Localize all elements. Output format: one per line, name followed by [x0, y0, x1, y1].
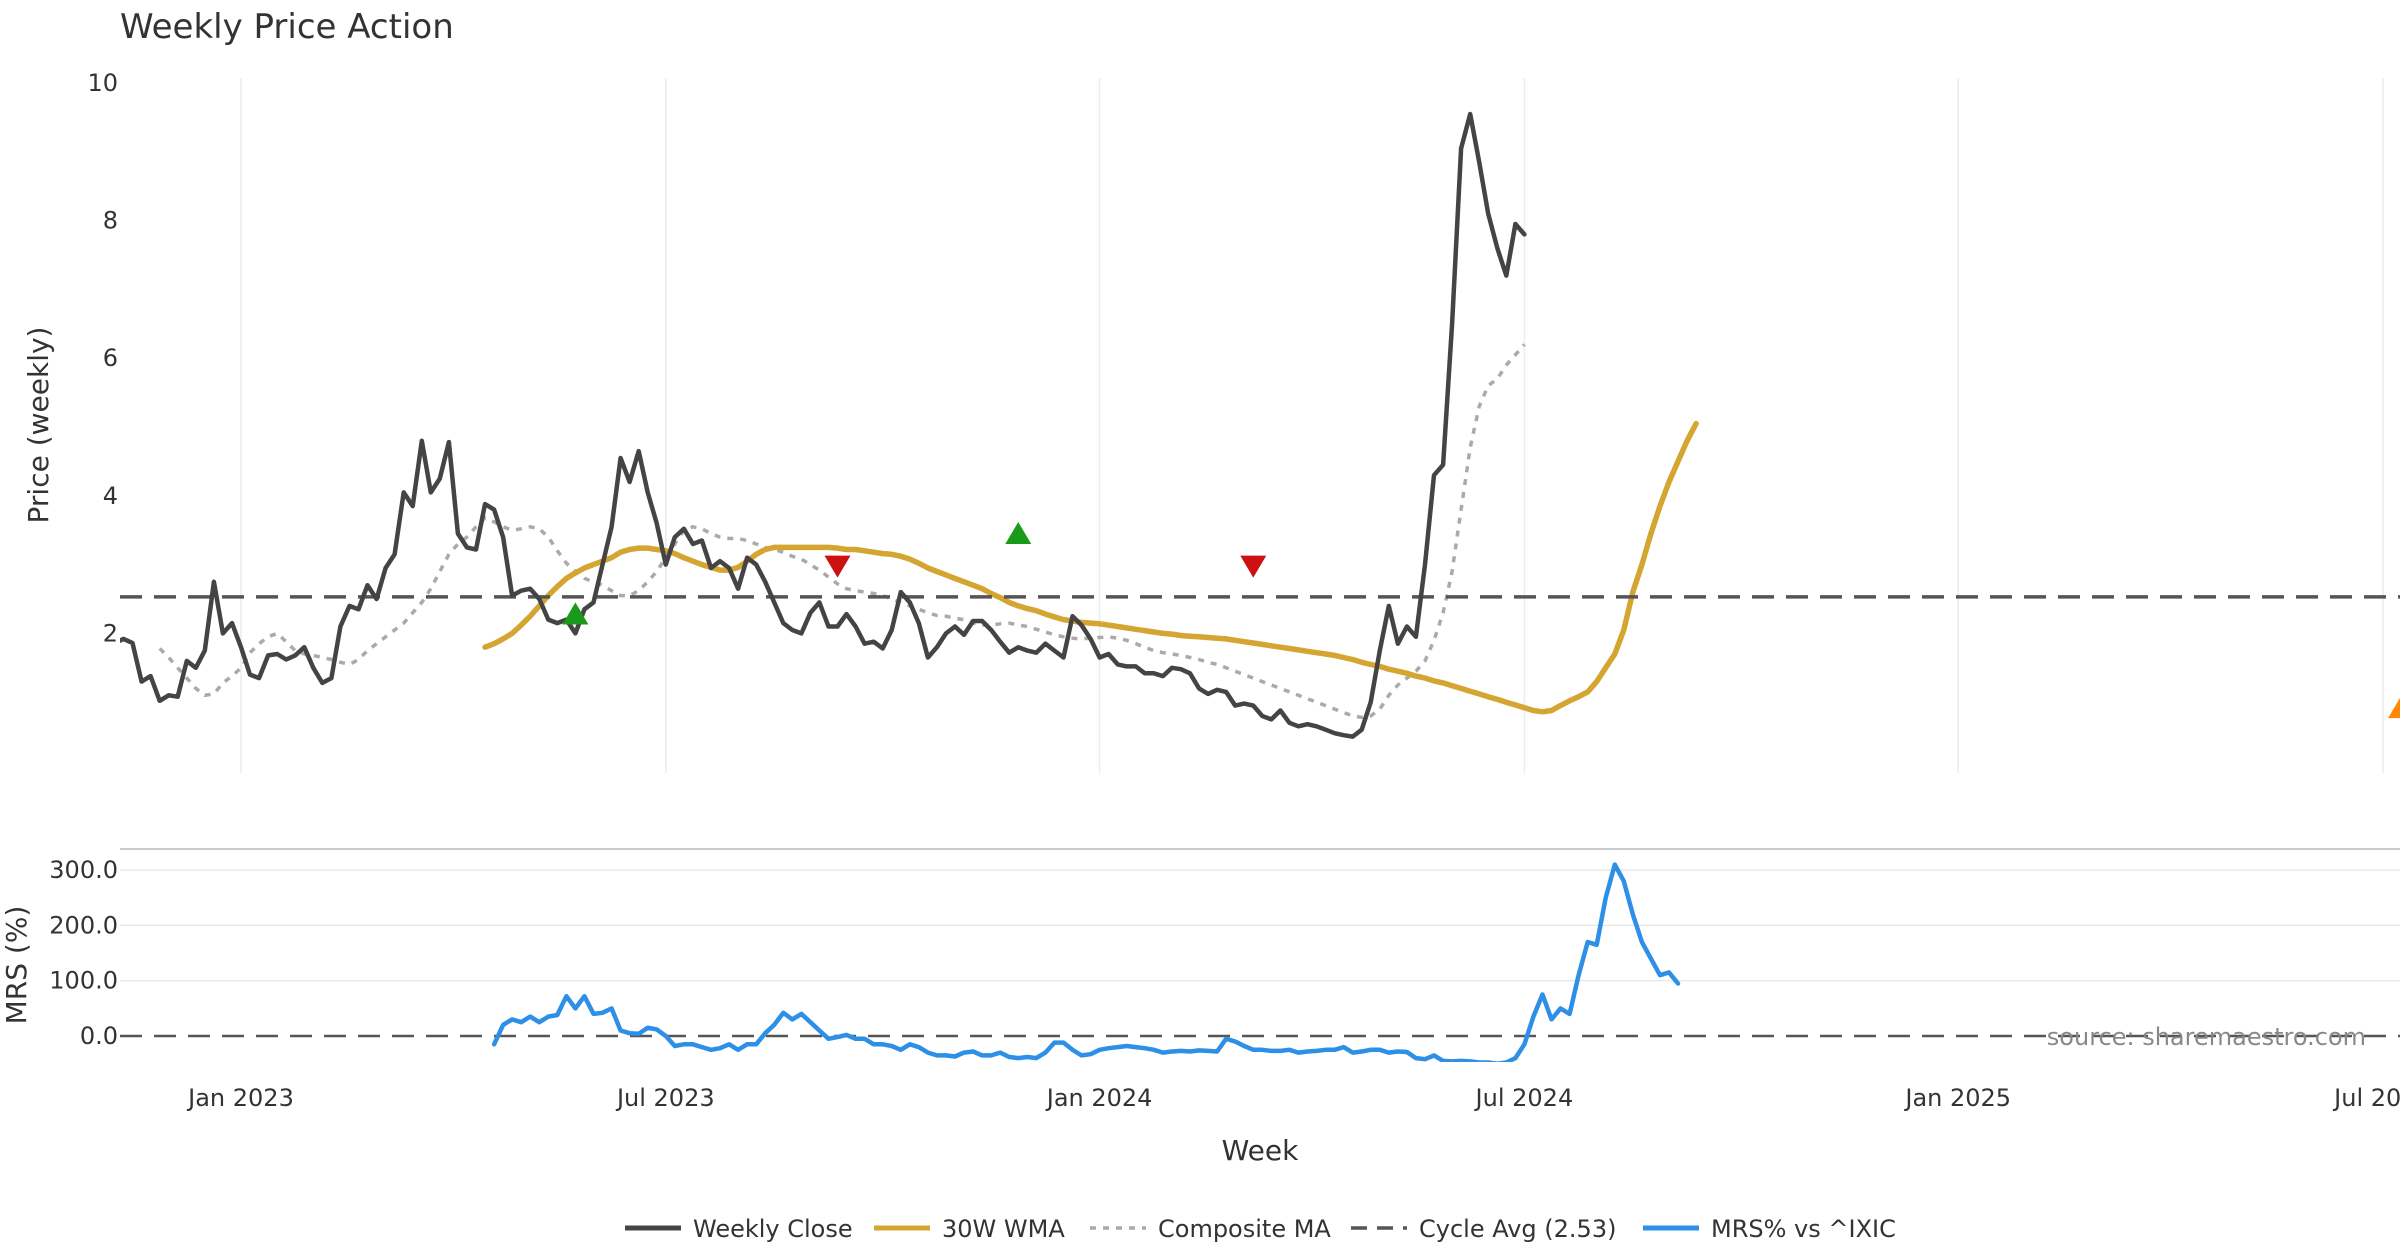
x-tick-label: Jul 2025 [2332, 1084, 2400, 1112]
legend-label-cycle-avg-2-53: Cycle Avg (2.53) [1419, 1215, 1616, 1243]
mrs-y-label: MRS (%) [0, 906, 33, 1025]
price-y-tick-label: 2 [103, 619, 118, 647]
buy-signal-marker [1005, 521, 1032, 545]
buy-signal-marker [2388, 697, 2400, 719]
mrs-grid [120, 869, 2400, 982]
price-y-tick-label: 4 [103, 482, 118, 510]
price-grid [240, 78, 2384, 773]
x-tick-label: Jul 2023 [615, 1084, 715, 1112]
buy-signal-marker [562, 602, 589, 625]
price-y-tick-label: 6 [103, 344, 118, 372]
price-y-label: Price (weekly) [22, 327, 55, 524]
mrs-y-axis: 0.0 100.0 200.0 300.0 [49, 856, 118, 1050]
mrs-series-clip [491, 862, 1681, 1062]
source-note: source: sharemaestro.com [2047, 1023, 2366, 1051]
price-series-group [120, 111, 2400, 739]
series-line-30w-wma [482, 420, 1699, 715]
series-line-weekly-close [120, 111, 1527, 739]
mrs-y-tick-label: 0.0 [80, 1022, 118, 1050]
chart-title: Weekly Price Action [120, 7, 454, 47]
price-y-axis: 2 4 6 8 10 [87, 69, 118, 647]
legend-label-mrs-vs-ixic: MRS% vs ^IXIC [1711, 1215, 1896, 1243]
legend-label-weekly-close: Weekly Close [693, 1215, 853, 1243]
mrs-y-tick-label: 300.0 [49, 856, 118, 884]
sell-signal-marker [1240, 555, 1267, 578]
mrs-y-tick-label: 100.0 [49, 967, 118, 995]
series-line-mrs-vs-ixic [491, 862, 1681, 1062]
price-y-tick-label: 10 [87, 69, 118, 97]
series-line-composite-ma [158, 343, 1526, 720]
signal-markers [562, 521, 2400, 719]
x-axis-label: Week [1222, 1134, 1299, 1167]
x-axis: Jan 2023 Jul 2023 Jan 2024 Jul 2024 Jan 2025… [186, 1084, 2400, 1112]
legend-label-composite-ma: Composite MA [1158, 1215, 1331, 1243]
x-tick-label: Jan 2024 [1045, 1084, 1153, 1112]
legend: Weekly Close 30W WMA Composite MA Cycle Avg… [625, 1215, 1896, 1243]
sell-signal-marker [824, 555, 851, 578]
mrs-y-tick-label: 200.0 [49, 911, 118, 939]
price-y-tick-label: 8 [103, 207, 118, 235]
x-tick-label: Jul 2024 [1474, 1084, 1574, 1112]
x-tick-label: Jan 2023 [186, 1084, 294, 1112]
x-tick-label: Jan 2025 [1903, 1084, 2011, 1112]
legend-label-30w-wma: 30W WMA [942, 1215, 1065, 1243]
mrs-series-group [120, 862, 2400, 1062]
